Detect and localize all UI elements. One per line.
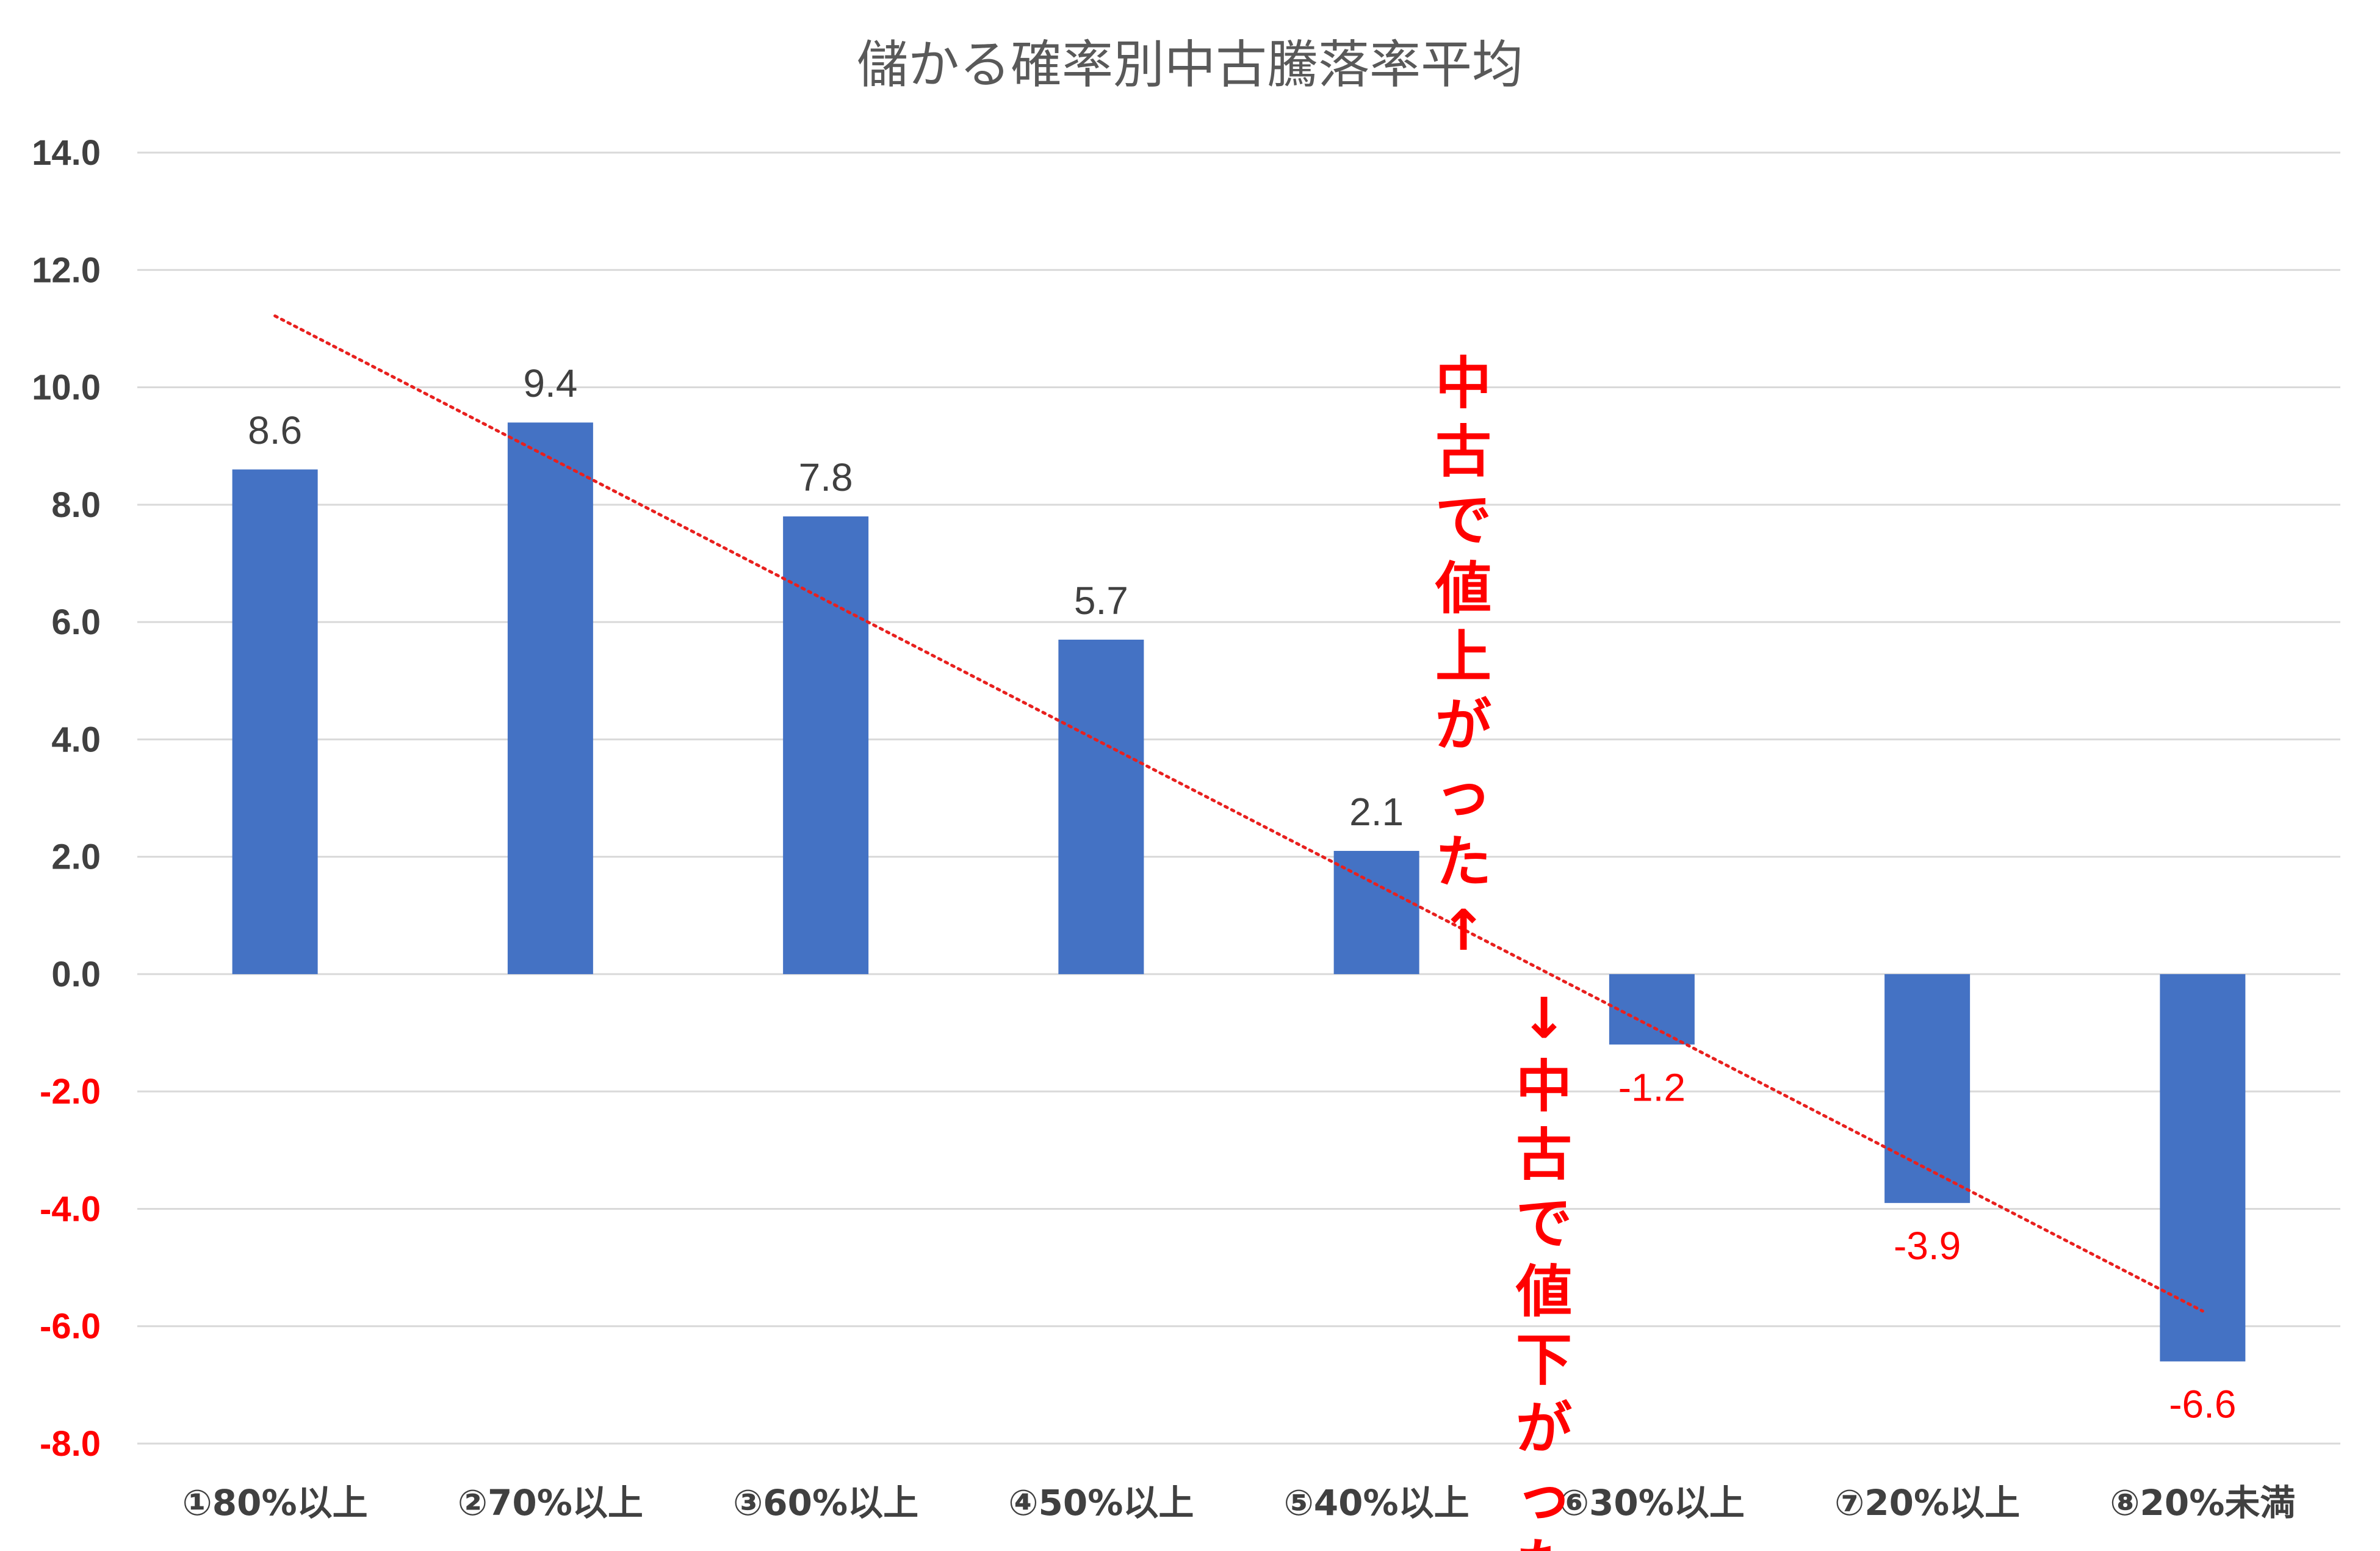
bar (232, 469, 318, 974)
y-tick-label: 4.0 (51, 720, 101, 759)
annotation-char: っ (1435, 761, 1491, 826)
annotation-char: 中 (1516, 1054, 1572, 1119)
annotation-char: ↑ (1440, 898, 1487, 963)
data-labels: 8.6 9.4 7.8 5.7 2.1 -1.2 -3.9 -6.6 (248, 361, 2236, 1426)
annotation-char: 古 (1435, 419, 1491, 485)
annotation-char: 古 (1516, 1123, 1572, 1188)
annotation-char: 中 (1435, 351, 1491, 416)
data-label: 2.1 (1349, 790, 1404, 834)
data-label: 5.7 (1074, 579, 1128, 623)
annotation-char: ↓ (1520, 986, 1567, 1051)
annotation-char: が (1516, 1396, 1572, 1461)
y-tick-label: 14.0 (32, 133, 101, 173)
data-label: -1.2 (1618, 1065, 1686, 1109)
bar (1609, 974, 1695, 1045)
trendline (273, 314, 2204, 1313)
trendline-group (273, 314, 2204, 1313)
annotation-char: た (1516, 1533, 1572, 1551)
bar (1884, 974, 1971, 1203)
data-label: 9.4 (523, 361, 577, 405)
annotation-char: で (1516, 1191, 1572, 1256)
bar (507, 422, 593, 974)
annotation-char: 値 (1435, 556, 1491, 621)
x-tick-label: ③60%以上 (733, 1482, 918, 1524)
annotation-char: で (1435, 488, 1491, 553)
y-tick-label: 6.0 (51, 602, 101, 642)
x-tick-label: ⑦20%以上 (1834, 1482, 2020, 1524)
y-tick-label: 2.0 (51, 837, 101, 877)
data-label: -6.6 (2169, 1382, 2236, 1426)
annotation-char: っ (1516, 1464, 1572, 1530)
x-tick-label: ⑧20%未満 (2110, 1482, 2295, 1524)
x-axis-tick-labels: ①80%以上 ②70%以上 ③60%以上 ④50%以上 ⑤40%以上 ⑥30%以上 ⑦20%… (182, 1482, 2296, 1524)
annotation-char: た (1435, 830, 1491, 895)
annotation-char: 上 (1435, 624, 1491, 690)
bar (1058, 639, 1144, 974)
y-tick-label: -6.0 (40, 1307, 101, 1347)
gridlines (137, 151, 2340, 1445)
data-label: 7.8 (799, 455, 853, 499)
x-tick-label: ⑤40%以上 (1284, 1482, 1469, 1524)
x-tick-label: ④50%以上 (1008, 1482, 1194, 1524)
y-tick-label: 0.0 (51, 955, 101, 994)
x-tick-label: ①80%以上 (182, 1482, 368, 1524)
annotation-char: 下 (1516, 1328, 1572, 1393)
annotation-char: 値 (1515, 1259, 1572, 1325)
y-tick-label: -8.0 (40, 1424, 101, 1464)
bar (783, 516, 869, 974)
y-tick-label: -4.0 (40, 1189, 101, 1229)
x-tick-label: ②70%以上 (458, 1482, 643, 1524)
y-axis-tick-labels: 14.0 12.0 10.0 8.0 6.0 4.0 2.0 0.0 -2.0 -4.0 -6.0 -… (32, 133, 101, 1464)
y-tick-label: 12.0 (32, 250, 101, 290)
chart-title: 儲かる確率別中古騰落率平均 (857, 35, 1523, 95)
annotation-char: が (1435, 693, 1491, 758)
x-tick-label: ⑥30%以上 (1559, 1482, 1745, 1524)
y-tick-label: 8.0 (51, 485, 101, 525)
y-tick-label: 10.0 (32, 368, 101, 408)
annotation-price-down: ↓中古で値下がった (1515, 986, 1572, 1551)
bar (1333, 851, 1419, 974)
y-tick-label: -2.0 (40, 1072, 101, 1112)
data-label: -3.9 (1894, 1224, 1961, 1268)
bar (2160, 974, 2246, 1362)
data-label: 8.6 (248, 408, 302, 452)
